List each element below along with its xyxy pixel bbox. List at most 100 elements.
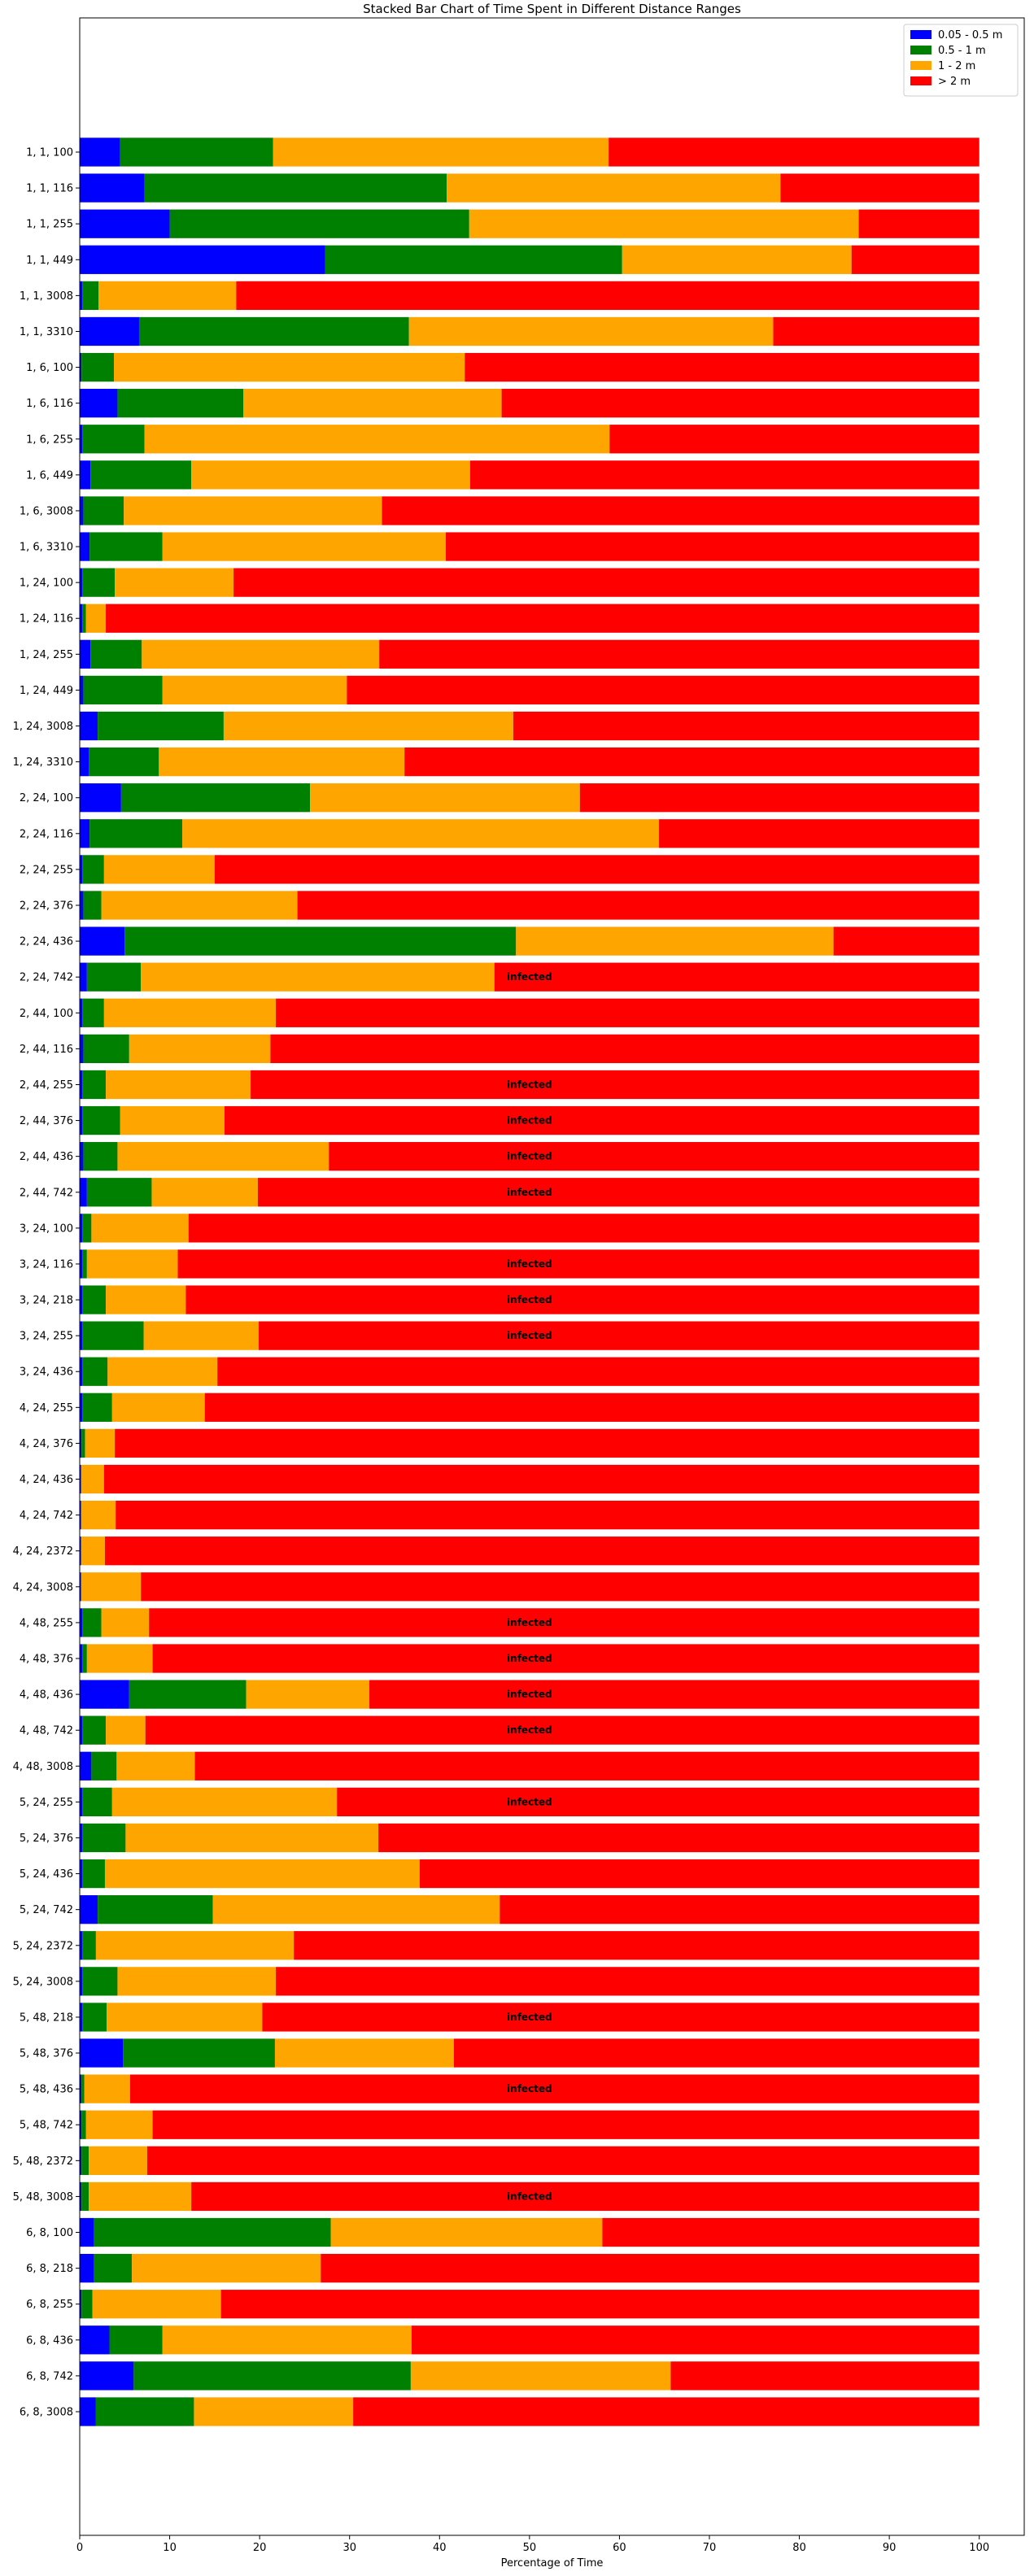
bar-2-44-116-series-2 xyxy=(129,1034,271,1064)
annotation-5-48-218: infected xyxy=(507,2012,552,2023)
annotation-3-24-116: infected xyxy=(507,1258,552,1270)
bar-2-24-100-series-0 xyxy=(80,783,121,813)
bar-2-44-742-series-3 xyxy=(257,1178,979,1207)
annotations-group: infected infected infected infected infected… xyxy=(507,971,552,2202)
bar-2-44-742-series-0 xyxy=(80,1178,87,1207)
bar-1-24-116-series-2 xyxy=(85,604,107,633)
bar-5-24-3008-series-2 xyxy=(117,1967,277,1996)
bar-5-24-2372-series-0 xyxy=(80,1931,83,1960)
bar-4-48-742-series-2 xyxy=(106,1715,146,1745)
bar-1-24-3008-series-0 xyxy=(80,711,98,741)
bar-2-44-376-series-3 xyxy=(225,1105,979,1135)
bar-1-1-3008-series-3 xyxy=(236,281,979,311)
y-tick-label: 1, 6, 100 xyxy=(26,362,73,374)
y-tick-label: 5, 48, 742 xyxy=(20,2120,73,2132)
legend-swatch xyxy=(910,76,931,85)
bar-1-24-255-series-1 xyxy=(90,639,142,669)
bar-1-6-449-series-3 xyxy=(469,460,979,490)
bar-1-1-3008-series-1 xyxy=(82,281,99,311)
bar-1-24-116-series-1 xyxy=(82,604,86,633)
bar-4-48-3008-series-3 xyxy=(194,1751,979,1781)
bar-5-24-3008-series-3 xyxy=(276,1967,979,1996)
y-tick-label: 2, 24, 100 xyxy=(20,792,73,804)
x-tick-label: 80 xyxy=(792,2542,806,2554)
bar-4-24-742-series-0 xyxy=(80,1500,81,1530)
bar-2-24-116-series-1 xyxy=(89,819,183,848)
y-tick-label: 5, 24, 376 xyxy=(20,1833,73,1845)
bar-4-24-376-series-3 xyxy=(115,1428,979,1458)
y-tick-label: 1, 1, 100 xyxy=(26,147,73,159)
bar-4-48-436-series-2 xyxy=(246,1680,370,1709)
bar-4-48-3008-series-1 xyxy=(91,1751,117,1781)
bar-2-44-436-series-0 xyxy=(80,1142,84,1171)
bar-5-24-742-series-3 xyxy=(500,1895,979,1924)
legend-label: 0.05 - 0.5 m xyxy=(938,29,1002,41)
y-tick-label: 4, 48, 3008 xyxy=(13,1761,73,1773)
annotation-2-24-742: infected xyxy=(507,971,552,983)
bar-4-48-742-series-3 xyxy=(145,1715,979,1745)
bar-5-48-2372-series-2 xyxy=(89,2146,147,2175)
bar-5-24-742-series-1 xyxy=(98,1895,213,1924)
bar-2-44-376-series-0 xyxy=(80,1105,83,1135)
legend-swatch xyxy=(910,46,931,54)
annotation-3-24-255: infected xyxy=(507,1330,552,1341)
bar-2-24-116-series-3 xyxy=(659,819,979,848)
y-tick-label: 2, 44, 116 xyxy=(20,1044,73,1056)
bar-3-24-218-series-0 xyxy=(80,1285,83,1314)
bar-1-6-3310-series-1 xyxy=(89,532,163,561)
annotation-2-44-376: infected xyxy=(507,1115,552,1127)
bar-1-24-255-series-0 xyxy=(80,639,91,669)
bar-4-24-2372-series-2 xyxy=(81,1536,105,1566)
bar-1-1-3008-series-2 xyxy=(98,281,237,311)
bar-2-44-255-series-1 xyxy=(82,1070,107,1100)
y-tick-label: 3, 24, 255 xyxy=(20,1331,73,1343)
bar-1-1-449-series-3 xyxy=(851,245,979,274)
bar-1-24-100-series-2 xyxy=(115,568,234,597)
bar-2-24-376-series-3 xyxy=(297,891,979,920)
bar-5-24-376-series-3 xyxy=(378,1823,979,1853)
bar-5-48-376-series-3 xyxy=(453,2038,979,2068)
bar-2-24-376-series-2 xyxy=(101,891,298,920)
bar-5-24-376-series-1 xyxy=(82,1823,126,1853)
bar-3-24-255-series-2 xyxy=(143,1321,260,1350)
y-tick-label: 1, 1, 449 xyxy=(26,255,73,267)
bar-2-24-436-series-0 xyxy=(80,926,125,956)
bar-6-8-100-series-0 xyxy=(80,2217,94,2247)
annotation-5-24-255: infected xyxy=(507,1796,552,1807)
bar-1-6-3008-series-2 xyxy=(124,496,382,525)
bar-2-24-742-series-1 xyxy=(86,962,142,992)
bar-4-48-742-series-0 xyxy=(80,1715,83,1745)
y-tick-label: 2, 24, 255 xyxy=(20,864,73,876)
bar-4-48-436-series-0 xyxy=(80,1680,129,1709)
plot-frame xyxy=(79,17,1025,2536)
bar-3-24-255-series-1 xyxy=(82,1321,144,1350)
bar-2-24-742-series-0 xyxy=(80,962,87,992)
bar-5-48-2372-series-1 xyxy=(81,2146,89,2175)
bar-5-24-2372-series-1 xyxy=(82,1931,96,1960)
y-tick-label: 5, 48, 376 xyxy=(20,2048,73,2060)
bar-6-8-218-series-1 xyxy=(94,2253,133,2283)
x-axis: 0 10 20 30 40 50 60 70 80 90 100 xyxy=(76,2535,989,2554)
bar-6-8-218-series-0 xyxy=(80,2253,94,2283)
bar-5-48-3008-series-0 xyxy=(80,2182,82,2212)
bar-2-44-376-series-2 xyxy=(120,1105,225,1135)
y-tick-label: 5, 24, 436 xyxy=(20,1868,73,1881)
bar-5-24-255-series-0 xyxy=(80,1787,83,1817)
bar-1-24-3310-series-2 xyxy=(159,747,405,777)
bar-1-24-116-series-3 xyxy=(106,604,979,633)
bar-5-48-3008-series-2 xyxy=(89,2182,192,2212)
bar-5-24-2372-series-3 xyxy=(294,1931,979,1960)
bar-1-6-100-series-0 xyxy=(80,352,82,382)
y-tick-label: 1, 1, 116 xyxy=(26,183,73,195)
bar-4-48-255-series-1 xyxy=(82,1608,102,1637)
bar-1-6-100-series-3 xyxy=(465,352,979,382)
bar-2-24-100-series-1 xyxy=(120,783,311,813)
bar-4-48-376-series-3 xyxy=(152,1644,979,1673)
bar-2-44-255-series-0 xyxy=(80,1070,83,1100)
bar-2-44-255-series-2 xyxy=(106,1070,251,1100)
bar-2-44-436-series-3 xyxy=(329,1142,979,1171)
annotation-4-48-255: infected xyxy=(507,1617,552,1628)
bar-1-6-3310-series-2 xyxy=(162,532,447,561)
bar-1-6-3008-series-1 xyxy=(83,496,124,525)
